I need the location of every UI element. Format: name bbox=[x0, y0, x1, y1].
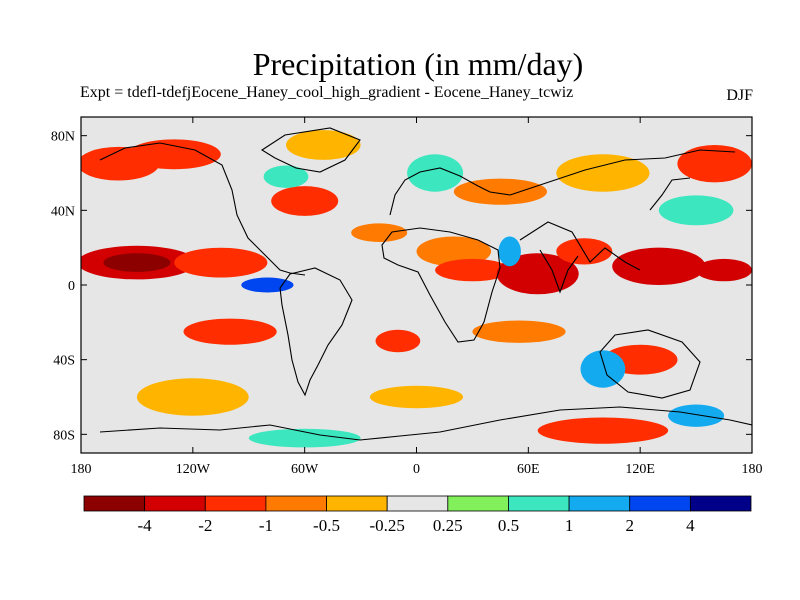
colorbar-label-4: -0.25 bbox=[369, 516, 404, 535]
precip-region-29 bbox=[538, 418, 668, 444]
precip-region-1 bbox=[103, 253, 170, 272]
lon-tick-label-5: 120E bbox=[625, 462, 655, 477]
colorbar-label-5: 0.25 bbox=[433, 516, 463, 535]
colorbar-swatch-4 bbox=[327, 496, 388, 511]
lat-tick-label-1: 40N bbox=[51, 204, 75, 219]
map-panel: 80N 40N 0 40S 80S 180 120W 60W 0 60E 120E 180 bbox=[51, 117, 763, 477]
precip-region-17 bbox=[454, 179, 547, 205]
colorbar-label-6: 0.5 bbox=[498, 516, 519, 535]
colorbar-label-8: 2 bbox=[625, 516, 634, 535]
colorbar-swatch-7 bbox=[508, 496, 569, 511]
lon-tick-label-4: 60E bbox=[517, 462, 540, 477]
precip-region-2 bbox=[174, 248, 267, 278]
colorbar-swatch-10 bbox=[690, 496, 751, 511]
lat-tick-label-4: 80S bbox=[53, 428, 75, 443]
lat-tick-label-3: 40S bbox=[53, 354, 75, 369]
precipitation-map-figure: 80N40N040S80S180 120W 60W 0 60E 120E 180 -4 -2-… bbox=[0, 0, 800, 600]
colorbar-label-7: 1 bbox=[565, 516, 574, 535]
colorbar-swatch-8 bbox=[569, 496, 630, 511]
precip-region-4 bbox=[128, 139, 221, 169]
colorbar-label-3: -0.5 bbox=[313, 516, 340, 535]
lat-tick-label-2: 0 bbox=[68, 279, 75, 294]
precip-region-8 bbox=[184, 319, 277, 345]
colorbar-swatch-5 bbox=[387, 496, 448, 511]
lon-tick-label-1: 120W bbox=[176, 462, 211, 477]
colorbar-swatch-6 bbox=[448, 496, 509, 511]
precip-region-16 bbox=[407, 154, 463, 191]
lat-tick-label-0: 80N bbox=[51, 130, 75, 145]
precip-region-5 bbox=[271, 186, 338, 216]
precip-region-31 bbox=[370, 386, 463, 408]
lon-tick-label-2: 60W bbox=[291, 462, 319, 477]
colorbar-label-2: -1 bbox=[259, 516, 273, 535]
precip-region-28 bbox=[668, 405, 724, 427]
colorbar-swatch-9 bbox=[630, 496, 691, 511]
colorbar-label-1: -2 bbox=[198, 516, 212, 535]
precip-region-9 bbox=[137, 378, 249, 415]
lon-tick-label-6: 180 bbox=[742, 462, 763, 477]
precip-region-27 bbox=[581, 350, 626, 387]
colorbar-label-0: -4 bbox=[138, 516, 153, 535]
colorbar: -4 -2 -1 -0.5 -0.25 0.25 0.5 1 2 4 bbox=[84, 496, 751, 535]
lon-tick-label-0: 180 bbox=[71, 462, 92, 477]
precip-region-15 bbox=[499, 237, 521, 267]
precip-region-20 bbox=[556, 238, 612, 264]
precip-region-21 bbox=[612, 248, 705, 285]
precip-region-23 bbox=[659, 195, 734, 225]
precip-region-6 bbox=[286, 130, 361, 160]
precip-region-22 bbox=[696, 259, 752, 281]
colorbar-swatch-0 bbox=[84, 496, 145, 511]
precip-region-19 bbox=[472, 321, 565, 343]
colorbar-swatch-1 bbox=[145, 496, 206, 511]
precip-region-11 bbox=[351, 223, 407, 242]
precip-region-18 bbox=[376, 330, 421, 352]
colorbar-swatch-2 bbox=[205, 496, 266, 511]
lon-tick-label-3: 0 bbox=[413, 462, 420, 477]
colorbar-label-9: 4 bbox=[686, 516, 695, 535]
colorbar-swatch-3 bbox=[266, 496, 327, 511]
